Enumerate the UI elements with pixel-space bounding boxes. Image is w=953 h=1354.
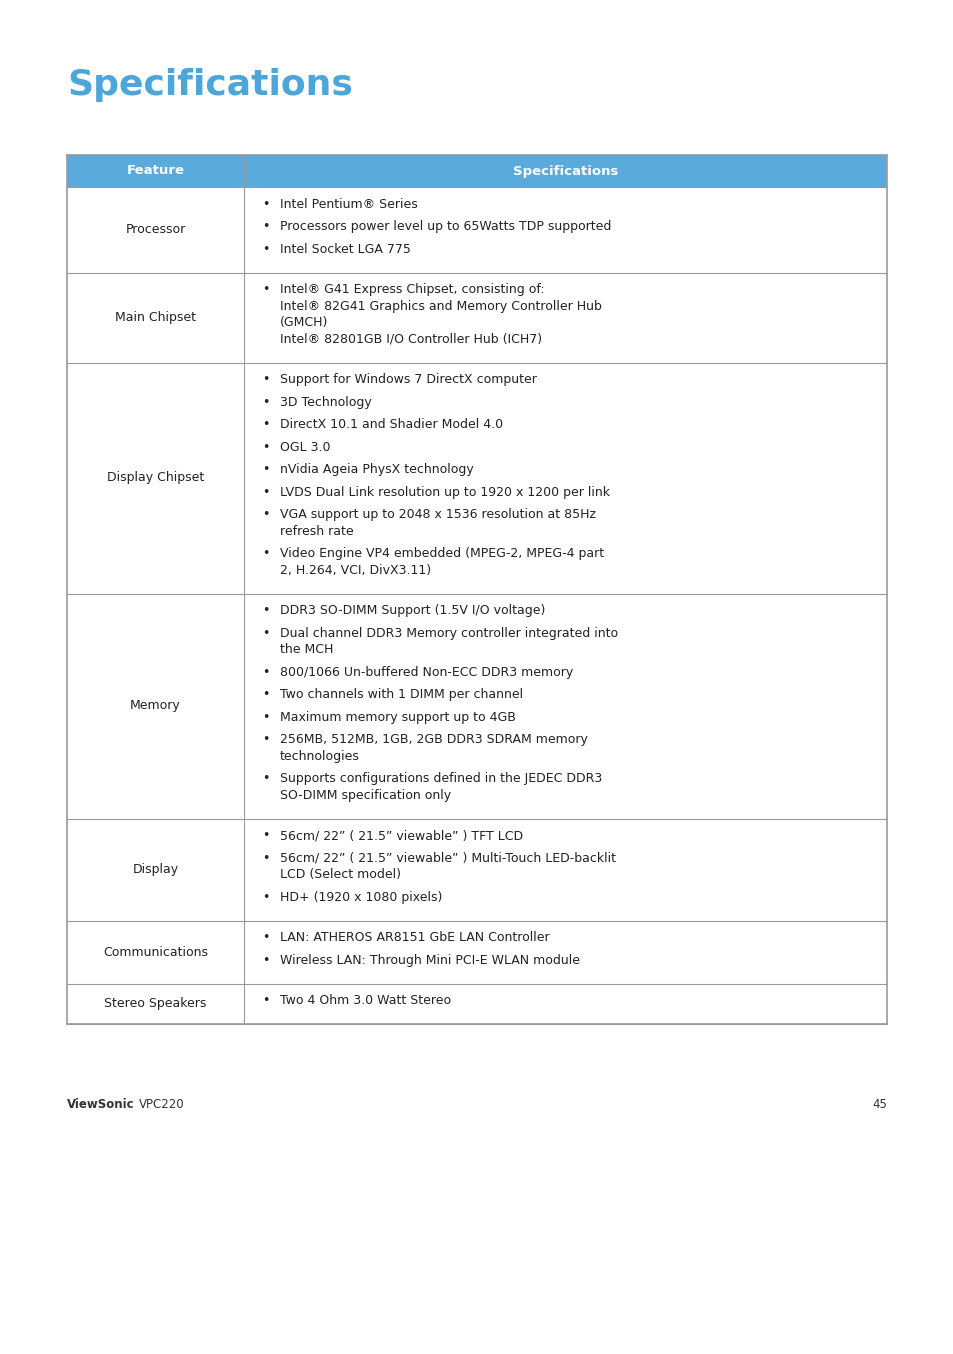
Text: SO-DIMM specification only: SO-DIMM specification only <box>280 789 451 802</box>
Text: Intel Pentium® Series: Intel Pentium® Series <box>280 198 417 211</box>
Text: (GMCH): (GMCH) <box>280 317 328 329</box>
Bar <box>67 983 886 1024</box>
Text: •: • <box>262 418 270 432</box>
Text: •: • <box>262 852 270 865</box>
Text: Wireless LAN: Through Mini PCI-E WLAN module: Wireless LAN: Through Mini PCI-E WLAN mo… <box>280 953 579 967</box>
Text: •: • <box>262 666 270 678</box>
Text: LAN: ATHEROS AR8151 GbE LAN Controller: LAN: ATHEROS AR8151 GbE LAN Controller <box>280 932 549 944</box>
Text: •: • <box>262 395 270 409</box>
Text: •: • <box>262 198 270 211</box>
Text: •: • <box>262 463 270 477</box>
Text: •: • <box>262 734 270 746</box>
Text: Intel® G41 Express Chipset, consisting of:: Intel® G41 Express Chipset, consisting o… <box>280 283 544 297</box>
Text: •: • <box>262 994 270 1007</box>
Text: •: • <box>262 604 270 617</box>
Text: Specifications: Specifications <box>513 164 618 177</box>
Text: Video Engine VP4 embedded (MPEG-2, MPEG-4 part: Video Engine VP4 embedded (MPEG-2, MPEG-… <box>280 547 603 561</box>
Text: •: • <box>262 772 270 785</box>
Text: Communications: Communications <box>103 945 208 959</box>
Text: Stereo Speakers: Stereo Speakers <box>104 998 207 1010</box>
Text: Memory: Memory <box>130 700 181 712</box>
Text: refresh rate: refresh rate <box>280 525 354 538</box>
Text: Intel Socket LGA 775: Intel Socket LGA 775 <box>280 242 411 256</box>
Text: 3D Technology: 3D Technology <box>280 395 372 409</box>
Text: Intel® 82G41 Graphics and Memory Controller Hub: Intel® 82G41 Graphics and Memory Control… <box>280 299 601 313</box>
Text: Two 4 Ohm 3.0 Watt Stereo: Two 4 Ohm 3.0 Watt Stereo <box>280 994 451 1007</box>
Text: the MCH: the MCH <box>280 643 333 657</box>
Text: VGA support up to 2048 x 1536 resolution at 85Hz: VGA support up to 2048 x 1536 resolution… <box>280 508 596 521</box>
Text: VPC220: VPC220 <box>139 1098 185 1110</box>
Bar <box>67 154 886 187</box>
Text: •: • <box>262 374 270 386</box>
Bar <box>67 187 886 272</box>
Text: OGL 3.0: OGL 3.0 <box>280 441 330 454</box>
Text: Main Chipset: Main Chipset <box>115 311 195 324</box>
Text: Display Chipset: Display Chipset <box>107 471 204 485</box>
Text: 45: 45 <box>871 1098 886 1110</box>
Text: •: • <box>262 711 270 724</box>
Text: DirectX 10.1 and Shadier Model 4.0: DirectX 10.1 and Shadier Model 4.0 <box>280 418 502 432</box>
Text: •: • <box>262 441 270 454</box>
Text: •: • <box>262 627 270 639</box>
Text: Processors power level up to 65Watts TDP supported: Processors power level up to 65Watts TDP… <box>280 221 611 233</box>
Text: HD+ (1920 x 1080 pixels): HD+ (1920 x 1080 pixels) <box>280 891 442 903</box>
Text: LCD (Select model): LCD (Select model) <box>280 868 400 881</box>
Text: Dual channel DDR3 Memory controller integrated into: Dual channel DDR3 Memory controller inte… <box>280 627 618 639</box>
Text: •: • <box>262 283 270 297</box>
Text: 56cm/ 22” ( 21.5” viewable” ) Multi-Touch LED-backlit: 56cm/ 22” ( 21.5” viewable” ) Multi-Touc… <box>280 852 616 865</box>
Text: Supports configurations defined in the JEDEC DDR3: Supports configurations defined in the J… <box>280 772 601 785</box>
Text: nVidia Ageia PhysX technology: nVidia Ageia PhysX technology <box>280 463 474 477</box>
Text: ViewSonic: ViewSonic <box>67 1098 134 1110</box>
Text: •: • <box>262 547 270 561</box>
Bar <box>67 819 886 921</box>
Text: technologies: technologies <box>280 750 359 762</box>
Text: 800/1066 Un-buffered Non-ECC DDR3 memory: 800/1066 Un-buffered Non-ECC DDR3 memory <box>280 666 573 678</box>
Text: •: • <box>262 953 270 967</box>
Text: •: • <box>262 891 270 903</box>
Text: 256MB, 512MB, 1GB, 2GB DDR3 SDRAM memory: 256MB, 512MB, 1GB, 2GB DDR3 SDRAM memory <box>280 734 587 746</box>
Text: Processor: Processor <box>125 223 186 236</box>
Text: •: • <box>262 486 270 498</box>
Text: Feature: Feature <box>127 164 184 177</box>
Text: Two channels with 1 DIMM per channel: Two channels with 1 DIMM per channel <box>280 688 522 701</box>
Text: Maximum memory support up to 4GB: Maximum memory support up to 4GB <box>280 711 516 724</box>
Text: Specifications: Specifications <box>67 68 353 102</box>
Text: •: • <box>262 932 270 944</box>
Text: •: • <box>262 829 270 842</box>
Text: •: • <box>262 221 270 233</box>
Text: •: • <box>262 242 270 256</box>
Bar <box>67 363 886 593</box>
Text: 2, H.264, VCI, DivX3.11): 2, H.264, VCI, DivX3.11) <box>280 563 431 577</box>
Text: Support for Windows 7 DirectX computer: Support for Windows 7 DirectX computer <box>280 374 537 386</box>
Bar <box>67 921 886 983</box>
Text: LVDS Dual Link resolution up to 1920 x 1200 per link: LVDS Dual Link resolution up to 1920 x 1… <box>280 486 609 498</box>
Text: Display: Display <box>132 862 178 876</box>
Bar <box>67 272 886 363</box>
Text: 56cm/ 22” ( 21.5” viewable” ) TFT LCD: 56cm/ 22” ( 21.5” viewable” ) TFT LCD <box>280 829 522 842</box>
Bar <box>67 593 886 819</box>
Text: •: • <box>262 688 270 701</box>
Text: •: • <box>262 508 270 521</box>
Text: Intel® 82801GB I/O Controller Hub (ICH7): Intel® 82801GB I/O Controller Hub (ICH7) <box>280 333 541 345</box>
Text: DDR3 SO-DIMM Support (1.5V I/O voltage): DDR3 SO-DIMM Support (1.5V I/O voltage) <box>280 604 545 617</box>
